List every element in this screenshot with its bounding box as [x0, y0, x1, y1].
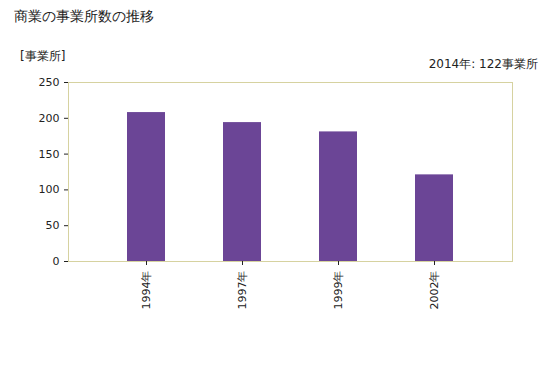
svg-text:2002年: 2002年	[428, 271, 441, 310]
svg-text:50: 50	[46, 219, 60, 232]
svg-text:1997年: 1997年	[236, 271, 249, 310]
svg-text:1999年: 1999年	[332, 271, 345, 310]
html-text:商業の事業所数の推移: 商業の事業所数の推移	[14, 8, 154, 24]
svg-text:0: 0	[53, 255, 60, 268]
svg-text:200: 200	[39, 112, 60, 125]
svg-text:100: 100	[39, 183, 60, 196]
html-text:[事業所]: [事業所]	[20, 49, 66, 63]
svg-text:150: 150	[39, 148, 60, 161]
svg-text:1994年: 1994年	[140, 271, 153, 310]
html-text:2014年: 122事業所: 2014年: 122事業所	[428, 57, 538, 71]
svg-text:250: 250	[39, 76, 60, 89]
